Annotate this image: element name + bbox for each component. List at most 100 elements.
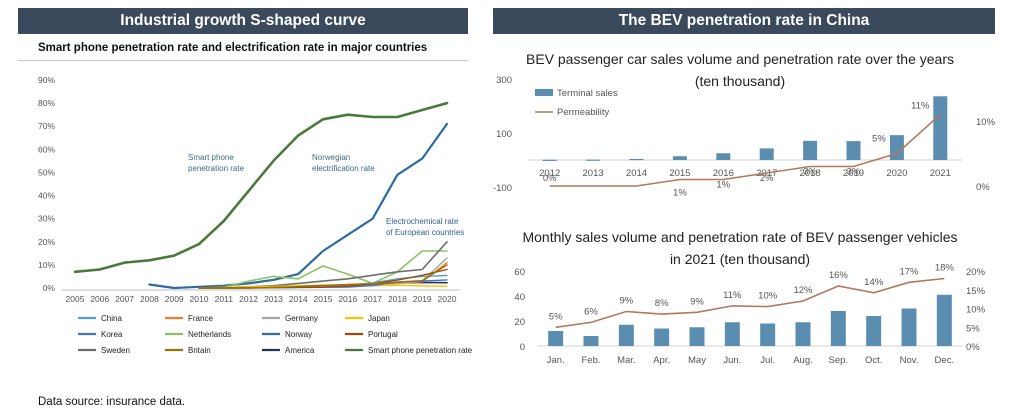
penetration-value-label: 6% <box>584 306 598 317</box>
legend-label-japan: Japan <box>368 314 390 323</box>
month-label: Apr. <box>653 355 670 366</box>
left-y-tick-label: -100 <box>493 183 512 194</box>
legend-label-smart-phone-penetration-rate: Smart phone penetration rate <box>368 346 473 355</box>
penetration-value-label: 9% <box>690 296 704 307</box>
x-tick-label: 2014 <box>289 294 308 304</box>
x-tick-label: 2008 <box>140 294 159 304</box>
sales-bar <box>803 140 818 160</box>
category-label: 2014 <box>626 168 647 179</box>
s-curve-line-chart: 0% 10% 20% 30% 40% 50% 60% 70% 80% 90% 2005 2006 200… <box>38 75 473 355</box>
month-label: Aug. <box>793 355 813 366</box>
bev-monthly-chart-title: Monthly sales volume and penetration rat… <box>522 229 958 267</box>
category-label: 2015 <box>669 168 690 179</box>
month-label: Feb. <box>581 355 600 366</box>
right-y-tick-label: 10% <box>976 117 996 128</box>
penetration-value-label: 18% <box>935 263 955 274</box>
x-tick-label: 2006 <box>90 294 109 304</box>
penetration-value-label: 8% <box>655 298 669 309</box>
annotation-norwegian: Norwegian electrification rate <box>312 153 375 173</box>
category-label: 2020 <box>886 168 907 179</box>
y-tick-label: 50% <box>38 167 55 177</box>
y-tick-label: 60% <box>38 144 55 154</box>
left-y-tick-label: 0 <box>520 342 525 353</box>
permeability-value-label: 5% <box>872 134 886 145</box>
y-tick-label: 40% <box>38 191 55 201</box>
sales-bar <box>759 148 774 160</box>
penetration-value-label: 14% <box>864 277 884 288</box>
month-label: Dec. <box>935 355 955 366</box>
sales-bar <box>586 159 601 161</box>
subtitle-divider <box>18 60 468 61</box>
x-tick-label: 2017 <box>363 294 382 304</box>
category-label: 2021 <box>930 168 951 179</box>
x-tick-label: 2009 <box>165 294 184 304</box>
right-y-tick-label: 20% <box>966 267 986 278</box>
permeability-value-label: 3% <box>803 167 817 178</box>
permeability-value-label: 0% <box>543 173 557 184</box>
month-label: Sep. <box>829 355 849 366</box>
month-label: Nov. <box>900 355 919 366</box>
penetration-value-label: 5% <box>549 311 563 322</box>
permeability-value-label: 3% <box>847 167 861 178</box>
legend-label-norway: Norway <box>285 330 312 339</box>
x-tick-label: 2011 <box>215 294 234 304</box>
legend-label-china: China <box>101 314 122 323</box>
x-tick-label: 2013 <box>264 294 283 304</box>
penetration-value-label: 12% <box>793 285 813 296</box>
category-label: 2013 <box>583 168 604 179</box>
x-tick-label: 2012 <box>239 294 258 304</box>
month-label: Jul. <box>760 355 775 366</box>
y-tick-label: 20% <box>38 237 55 247</box>
sales-bar <box>933 96 948 160</box>
right-panel-banner: The BEV penetration rate in China <box>493 8 995 34</box>
left-panel-banner: Industrial growth S-shaped curve <box>18 8 468 34</box>
monthly-sales-bar <box>654 328 670 346</box>
month-label: Jan. <box>547 355 565 366</box>
monthly-sales-bar <box>830 311 846 346</box>
x-tick-label: 2010 <box>190 294 209 304</box>
monthly-sales-bar <box>901 308 917 346</box>
legend-label-britain: Britain <box>188 346 211 355</box>
monthly-sales-bar <box>583 336 599 346</box>
y-tick-label: 90% <box>38 75 55 85</box>
penetration-value-label: 11% <box>723 290 742 301</box>
category-label: 2019 <box>843 168 864 179</box>
left-y-tick-label: 60 <box>514 267 525 278</box>
x-tick-label: 2005 <box>66 294 85 304</box>
monthly-sales-bar <box>548 331 564 346</box>
right-y-tick-label: 5% <box>966 323 980 334</box>
left-y-tick-label: 100 <box>496 129 512 140</box>
monthly-sales-bar <box>618 324 634 346</box>
x-tick-label: 2007 <box>115 294 134 304</box>
left-y-tick-label: 300 <box>496 75 512 86</box>
x-tick-label: 2018 <box>388 294 407 304</box>
y-tick-label: 0% <box>43 283 56 293</box>
penetration-value-label: 16% <box>829 270 849 281</box>
legend-label-terminal-sales: Terminal sales <box>557 88 618 99</box>
month-label: Jun. <box>723 355 741 366</box>
y-tick-label: 10% <box>38 260 55 270</box>
left-chart-subtitle: Smart phone penetration rate and electri… <box>38 42 428 54</box>
x-tick-label: 2015 <box>314 294 333 304</box>
series-line-smart-phone-penetration-rate <box>73 101 449 274</box>
annotation-electrochemical-rate: Electrochemical rate of European countrie… <box>386 217 464 237</box>
legend-label-sweden: Sweden <box>101 346 130 355</box>
y-tick-label: 30% <box>38 214 55 224</box>
permeability-value-label: 1% <box>673 188 687 199</box>
legend-label-america: America <box>285 346 315 355</box>
monthly-sales-bar <box>760 323 776 346</box>
x-tick-label: 2019 <box>413 294 432 304</box>
y-tick-label: 70% <box>38 121 55 131</box>
x-tick-label: 2020 <box>438 294 457 304</box>
sales-bar <box>542 159 557 161</box>
right-y-tick-label: 10% <box>966 305 986 316</box>
sales-bar <box>716 153 731 160</box>
legend-label-permeability: Permeability <box>557 107 610 118</box>
right-y-tick-label: 0% <box>966 342 980 353</box>
sales-bar <box>846 141 861 160</box>
permeability-value-label: 1% <box>716 180 730 191</box>
penetration-value-label: 17% <box>899 266 919 277</box>
penetration-rate-line <box>555 277 945 329</box>
monthly-sales-bar <box>866 316 882 346</box>
